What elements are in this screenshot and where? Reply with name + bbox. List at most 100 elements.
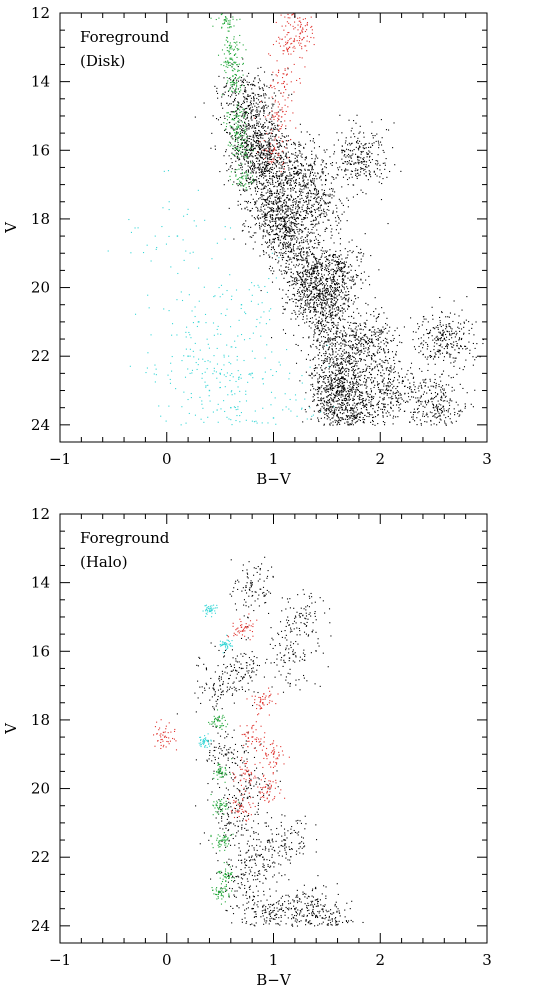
- disk-series-0-dot: [418, 368, 421, 370]
- disk-series-0-dot: [317, 294, 319, 296]
- disk-series-0-dot: [339, 260, 342, 263]
- disk-series-0-dot: [270, 249, 272, 251]
- disk-series-0-dot: [336, 336, 338, 338]
- disk-series-0-dot: [235, 160, 237, 162]
- disk-series-0-dot: [329, 201, 331, 203]
- disk-series-0-dot: [295, 298, 298, 301]
- disk-series-0-dot: [249, 101, 251, 103]
- disk-series-0-dot: [388, 378, 390, 380]
- disk-series-0-dot: [305, 304, 307, 306]
- disk-series-0-dot: [280, 121, 282, 123]
- disk-series-0-dot: [275, 225, 277, 227]
- disk-series-0-dot: [299, 230, 301, 232]
- disk-series-0-dot: [334, 342, 336, 345]
- disk-series-0-dot: [342, 404, 344, 406]
- disk-series-0-dot: [254, 164, 256, 166]
- disk-series-0-dot: [265, 94, 267, 96]
- disk-series-0-dot: [318, 329, 321, 331]
- disk-series-0-dot: [280, 205, 282, 207]
- disk-series-0-dot: [273, 157, 275, 159]
- disk-series-0-dot: [297, 154, 299, 156]
- disk-series-0-dot: [282, 218, 284, 220]
- disk-series-0-dot: [281, 205, 284, 207]
- disk-series-0-dot: [370, 401, 372, 403]
- disk-series-0-dot: [377, 335, 379, 337]
- disk-series-0-dot: [248, 182, 250, 184]
- disk-series-0-dot: [378, 388, 380, 390]
- disk-series-0-dot: [252, 134, 254, 136]
- disk-series-0-dot: [273, 167, 275, 169]
- disk-series-0-dot: [339, 378, 342, 380]
- disk-series-0-dot: [260, 107, 262, 109]
- disk-series-0-dot: [272, 225, 275, 227]
- disk-series-0-dot: [266, 144, 268, 146]
- disk-series-0-dot: [317, 340, 319, 342]
- disk-series-0-dot: [330, 279, 332, 281]
- disk-series-0-dot: [282, 215, 284, 218]
- disk-series-0-dot: [360, 258, 362, 260]
- disk-series-0-dot: [243, 117, 245, 119]
- disk-series-0-dot: [259, 166, 261, 168]
- disk-series-0-dot: [275, 210, 277, 212]
- disk-series-0-dot: [341, 262, 343, 264]
- disk-series-0-dot: [294, 160, 296, 162]
- disk-series-0-dot: [263, 93, 265, 95]
- disk-series-0-dot: [272, 247, 274, 249]
- disk-series-0-dot: [292, 249, 294, 251]
- disk-series-0-dot: [331, 306, 334, 308]
- disk-series-0-dot: [337, 298, 339, 301]
- disk-series-0-dot: [250, 176, 252, 178]
- disk-series-0-dot: [351, 355, 353, 357]
- disk-series-0-dot: [381, 381, 383, 383]
- disk-series-0-dot: [262, 202, 264, 204]
- disk-series-0-dot: [299, 169, 301, 171]
- disk-series-0-dot: [248, 137, 251, 140]
- disk-series-0-dot: [331, 379, 333, 381]
- disk-series-0-dot: [313, 197, 315, 200]
- disk-series-0-dot: [360, 315, 362, 317]
- disk-series-0-dot: [254, 202, 256, 204]
- disk-series-0-dot: [398, 382, 400, 384]
- disk-series-0-dot: [328, 271, 330, 273]
- disk-series-0-dot: [237, 108, 240, 110]
- disk-series-0-dot: [342, 297, 344, 299]
- disk-series-0-dot: [258, 160, 260, 162]
- disk-series-0-dot: [307, 266, 309, 268]
- disk-series-0-dot: [326, 278, 328, 280]
- disk-series-0-dot: [389, 382, 391, 384]
- disk-series-0-dot: [341, 213, 343, 215]
- disk-series-0-dot: [321, 281, 323, 283]
- disk-series-0-dot: [382, 403, 384, 405]
- disk-series-0-dot: [367, 352, 369, 354]
- disk-series-0-dot: [392, 334, 394, 336]
- disk-series-0-dot: [303, 251, 305, 253]
- disk-series-0-dot: [302, 275, 304, 277]
- disk-series-0-dot: [266, 120, 268, 122]
- disk-series-0-dot: [328, 374, 331, 377]
- disk-series-0-dot: [333, 299, 335, 301]
- disk-series-0-dot: [275, 95, 277, 97]
- disk-series-0-dot: [302, 285, 304, 287]
- disk-series-0-dot: [308, 193, 310, 195]
- disk-series-0-dot: [248, 156, 250, 158]
- disk-series-0-dot: [258, 172, 260, 174]
- disk-series-0-dot: [332, 190, 334, 192]
- disk-series-0-dot: [317, 270, 319, 272]
- disk-series-0-dot: [345, 335, 347, 337]
- disk-series-0-dot: [287, 231, 289, 233]
- disk-series-0-dot: [264, 214, 266, 216]
- disk-series-0-dot: [328, 311, 330, 313]
- disk-series-0-dot: [283, 194, 285, 196]
- disk-series-0-dot: [366, 409, 368, 411]
- disk-series-0-dot: [367, 396, 369, 398]
- disk-series-0-dot: [289, 227, 291, 229]
- disk-series-0-dot: [266, 153, 268, 155]
- disk-series-0-dot: [323, 302, 325, 304]
- disk-series-0-dot: [329, 387, 331, 389]
- disk-series-0-dot: [290, 237, 292, 239]
- disk-series-0-dot: [338, 294, 340, 296]
- disk-series-0-dot: [335, 375, 337, 377]
- disk-series-0-dot: [261, 163, 263, 165]
- disk-series-0-dot: [339, 369, 342, 371]
